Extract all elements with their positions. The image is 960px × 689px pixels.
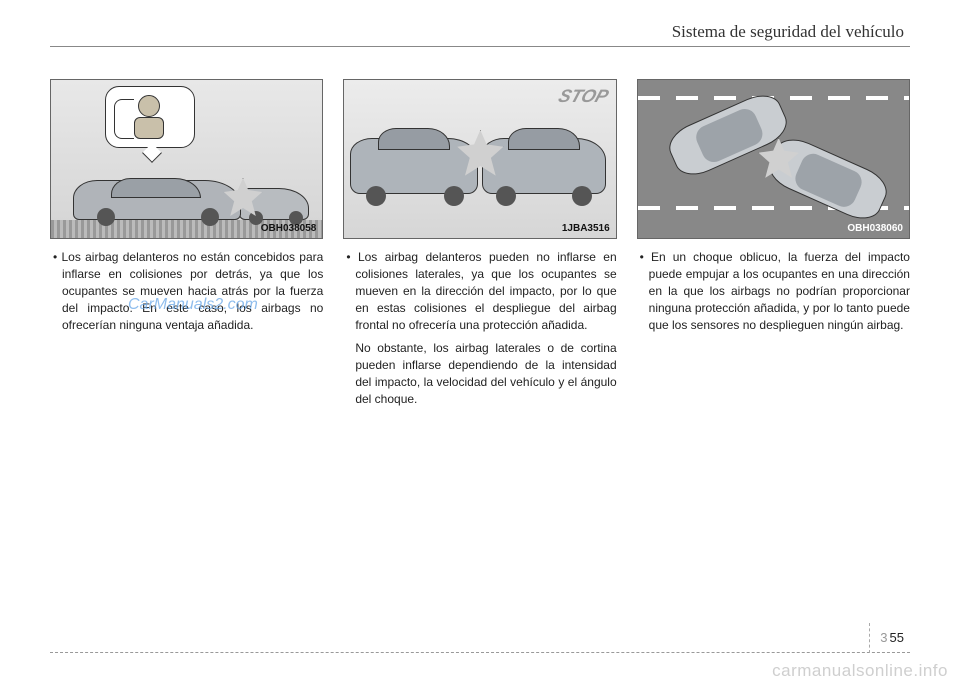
- car-right-roof: [508, 128, 580, 150]
- column-3: OBH038060 • En un choque oblicuo, la fue…: [637, 79, 910, 414]
- page-number-value: 55: [890, 630, 904, 645]
- figure-label: OBH038060: [847, 223, 903, 234]
- paragraph: • Los airbag delanteros pueden no inflar…: [343, 249, 616, 334]
- header-title: Sistema de seguridad del vehículo: [50, 22, 910, 42]
- figure-rear-collision: OBH038058: [50, 79, 323, 239]
- page-number: 355: [880, 630, 904, 645]
- footer-rule: [50, 652, 910, 653]
- stop-text: STOP: [556, 86, 612, 107]
- wheel: [201, 208, 219, 226]
- column-2: STOP 1JBA3516 • Los airbag delanteros pu…: [343, 79, 616, 414]
- section-number: 3: [880, 630, 887, 645]
- header-rule: [50, 46, 910, 47]
- page: Sistema de seguridad del vehículo: [0, 0, 960, 689]
- paragraph: No obstante, los airbag laterales o de c…: [343, 340, 616, 408]
- callout-bubble: [105, 86, 195, 148]
- columns: OBH038058 • Los airbag delanteros no est…: [50, 79, 910, 414]
- occupant-head-icon: [138, 95, 160, 117]
- steering-icon: [114, 99, 134, 139]
- figure-label: OBH038058: [261, 223, 317, 234]
- footer-watermark: carmanualsonline.info: [772, 661, 948, 681]
- wheel: [97, 208, 115, 226]
- paragraph: • Los airbag delanteros no están concebi…: [50, 249, 323, 334]
- occupant-body-icon: [134, 117, 164, 139]
- car-roof: [111, 178, 201, 198]
- paragraph: • En un choque oblicuo, la fuerza del im…: [637, 249, 910, 334]
- page-divider: [869, 623, 870, 653]
- column-1: OBH038058 • Los airbag delanteros no est…: [50, 79, 323, 414]
- car-left-roof: [378, 128, 450, 150]
- figure-label: 1JBA3516: [562, 223, 610, 234]
- figure-oblique-collision: OBH038060: [637, 79, 910, 239]
- figure-side-collision: STOP 1JBA3516: [343, 79, 616, 239]
